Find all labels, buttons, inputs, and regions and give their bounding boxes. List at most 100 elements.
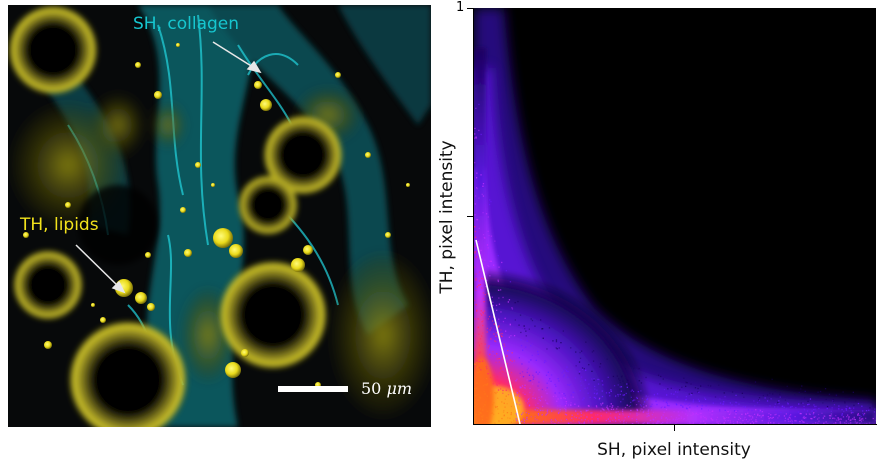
scatter-point [799, 420, 801, 423]
scatter-point [642, 423, 644, 424]
scatter-point [502, 320, 505, 323]
scatter-point [564, 405, 567, 407]
scatter-point [476, 286, 478, 288]
scatter-point [670, 387, 672, 389]
scatter-point [614, 416, 616, 418]
scatter-point [842, 391, 844, 393]
scatter-point [474, 236, 477, 238]
scatter-point [774, 390, 776, 392]
scatter-point [627, 379, 629, 381]
scatter-point [652, 418, 654, 420]
scatter-point [550, 374, 553, 376]
scatter-point [494, 391, 496, 394]
scatter-point [578, 417, 580, 419]
scatter-point [636, 414, 638, 416]
scatter-point [692, 422, 695, 424]
scatter-point [620, 386, 623, 388]
scatter-point [643, 406, 645, 408]
scatter-point [670, 416, 672, 418]
scatter-point [724, 420, 727, 422]
scatter-point [541, 413, 543, 416]
scatter-point [561, 393, 563, 395]
scatter-point [494, 340, 496, 342]
scatter-point [523, 421, 525, 424]
scatter-point [662, 422, 664, 424]
scatter-point [653, 419, 655, 421]
scatter-point [476, 360, 478, 362]
scatter-point [638, 400, 640, 403]
scatter-point [490, 338, 492, 340]
scatter-point [563, 397, 565, 399]
scatter-point [507, 350, 509, 352]
scatter-point [590, 412, 592, 414]
scatter-point [628, 416, 630, 418]
scatter-point [668, 405, 670, 407]
scatter-point [515, 418, 517, 420]
scatter-point [474, 407, 476, 409]
scatter-point [519, 372, 521, 375]
scatter-point [501, 417, 503, 420]
scatter-point [625, 392, 627, 395]
scatter-point [767, 422, 769, 424]
scatter-point [594, 385, 596, 388]
y-tick-top [467, 8, 473, 9]
scatter-point [588, 383, 590, 385]
scatter-point [770, 422, 772, 424]
scatter-point [723, 401, 725, 403]
scatter-point [850, 412, 852, 414]
scatter-point [780, 411, 782, 414]
scatter-point [568, 384, 571, 386]
scatter-point [617, 395, 619, 397]
scatter-point [593, 392, 596, 394]
scatter-point [705, 405, 707, 407]
scatter-point [531, 354, 533, 356]
scatter-point [558, 392, 560, 394]
scatter-point [518, 357, 520, 359]
scatter-point [698, 391, 700, 393]
scatter-point [778, 402, 780, 405]
scatter-point [641, 408, 644, 410]
scatter-point [854, 421, 856, 423]
scatter-point [584, 387, 586, 390]
scatter-point [690, 414, 692, 417]
scatter-point [855, 423, 857, 424]
scatter-point [591, 351, 593, 353]
scatter-point [605, 419, 607, 422]
scatter-point [637, 391, 639, 393]
scatter-point [583, 422, 585, 424]
scatter-point [477, 399, 479, 401]
scatter-point [476, 187, 478, 190]
scatter-point [498, 303, 501, 305]
scatter-point [832, 417, 834, 419]
scatter-point [642, 411, 644, 413]
scatter-point [493, 413, 495, 416]
scatter-point [606, 406, 608, 408]
scatter-point [718, 384, 720, 386]
scatter-point [564, 407, 566, 410]
scatter-point [587, 405, 590, 407]
scatter-point [507, 417, 509, 419]
scatter-point [565, 410, 567, 412]
scatter-point [745, 418, 747, 421]
scatter-point [636, 408, 638, 410]
scatter-point [799, 412, 801, 415]
scatter-point [647, 413, 649, 415]
scatter-point [537, 385, 539, 387]
scatter-point [675, 422, 677, 424]
scatter-point [537, 353, 539, 355]
scatter-point [655, 400, 657, 402]
scatter-point [530, 318, 532, 320]
scatter-point [612, 408, 615, 410]
scatter-point [496, 391, 498, 393]
scatter-point [708, 409, 710, 411]
scatter-point [585, 410, 587, 412]
scatter-point [840, 418, 842, 420]
scatter-point [737, 418, 740, 421]
scatter-point [815, 422, 817, 424]
scatter-point [597, 418, 599, 420]
scatter-point [495, 340, 497, 343]
scatter-point [680, 416, 682, 418]
scatter-point [607, 376, 609, 378]
scatter-point [768, 418, 770, 420]
scatter-point [873, 411, 876, 413]
